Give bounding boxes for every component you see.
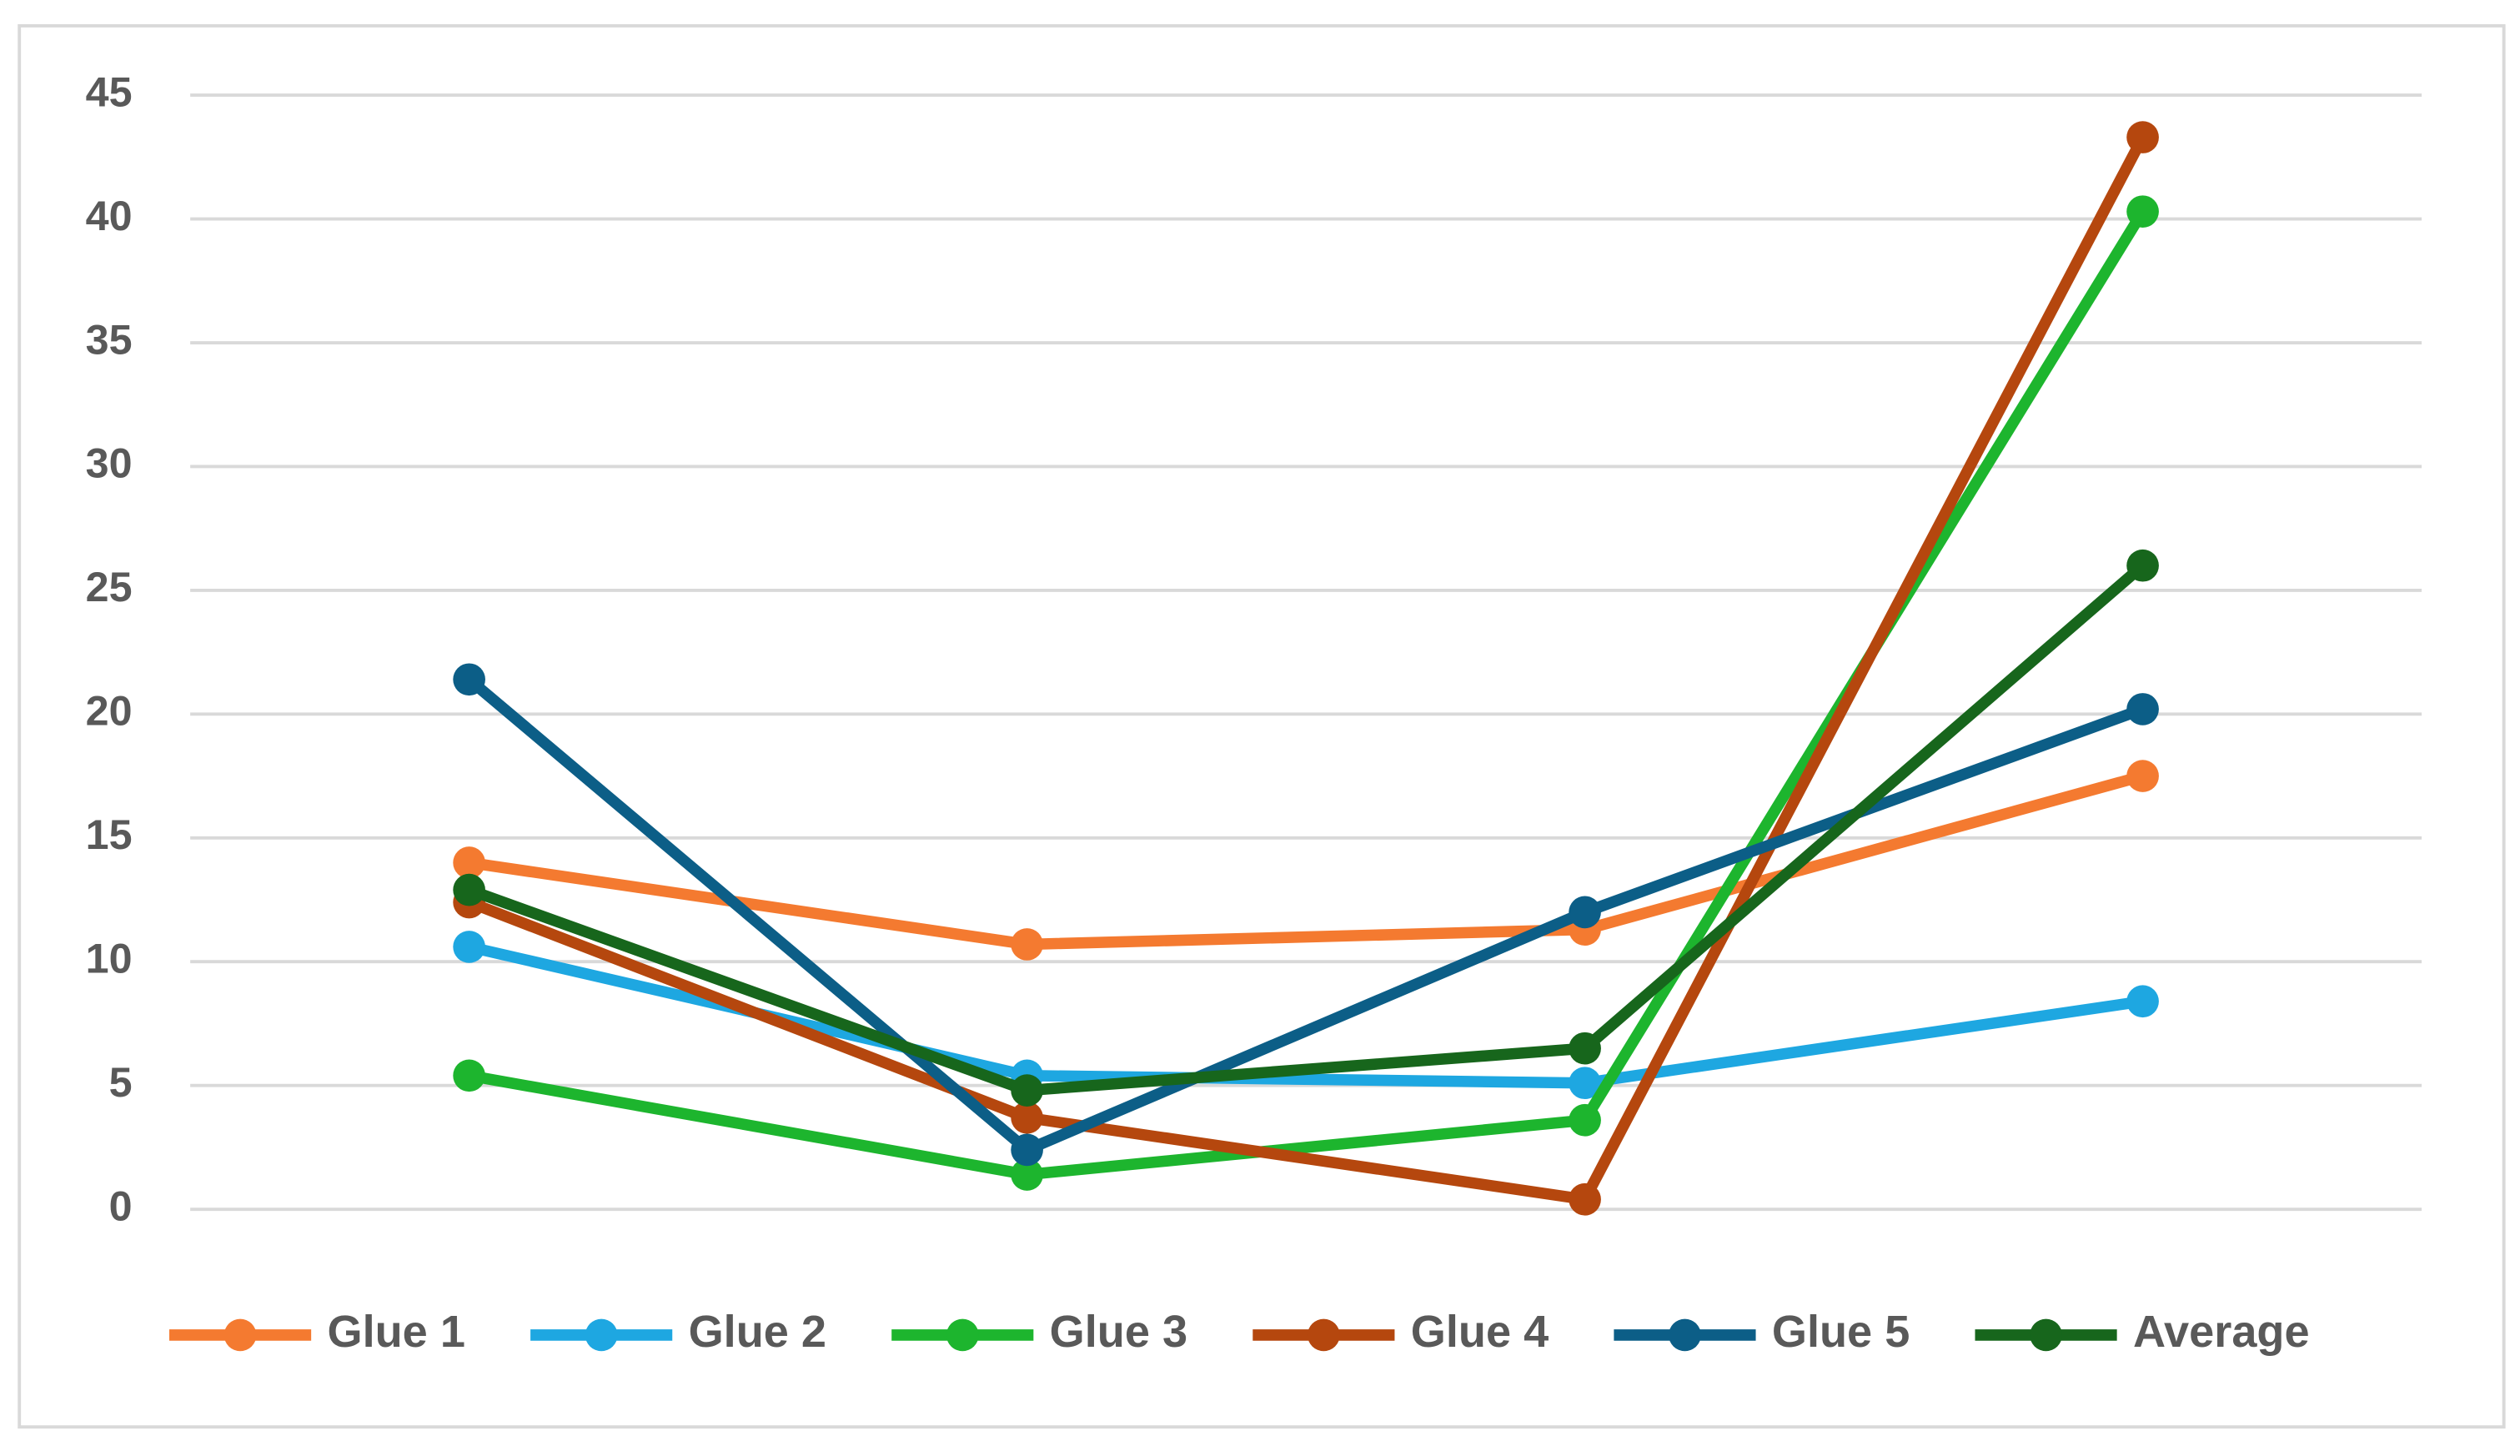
point-marker — [453, 846, 485, 879]
y-tick-label: 40 — [86, 193, 133, 239]
y-tick-label: 25 — [86, 564, 133, 610]
series-line — [467, 561, 2146, 1097]
legend-marker — [2030, 1318, 2062, 1352]
y-tick-label: 45 — [86, 68, 133, 115]
legend-marker — [1669, 1318, 1701, 1352]
point-marker — [1569, 1032, 1601, 1065]
point-marker — [2126, 121, 2159, 153]
series-line — [468, 771, 2145, 951]
legend-label: Glue 4 — [1411, 1307, 1549, 1357]
point-marker — [1569, 1103, 1601, 1137]
legend-marker — [585, 1318, 618, 1352]
point-marker — [1011, 1133, 1043, 1167]
point-marker — [1011, 928, 1043, 961]
legend-marker — [946, 1318, 979, 1352]
point-marker — [453, 931, 485, 963]
point-marker — [2126, 195, 2159, 228]
point-marker — [453, 873, 485, 906]
legend-label: Glue 1 — [327, 1307, 464, 1357]
legend-label: Average — [2133, 1307, 2310, 1357]
point-marker — [2126, 549, 2159, 582]
y-tick-label: 30 — [86, 440, 133, 487]
y-tick-label: 10 — [86, 936, 133, 982]
legend-marker — [1308, 1318, 1340, 1352]
point-marker — [2126, 693, 2159, 725]
point-marker — [2126, 985, 2159, 1018]
point-marker — [1569, 1182, 1601, 1216]
series-line — [467, 134, 2148, 1206]
point-marker — [453, 1059, 485, 1092]
point-marker — [1569, 896, 1601, 929]
legend-marker — [223, 1318, 257, 1352]
point-marker — [1011, 1074, 1043, 1107]
point-marker — [1011, 1101, 1043, 1134]
point-marker — [453, 663, 485, 696]
y-tick-label: 15 — [86, 811, 133, 858]
y-tick-label: 35 — [86, 316, 133, 363]
legend-label: Glue 5 — [1772, 1307, 1910, 1357]
point-marker — [1569, 1067, 1601, 1100]
legend-label: Glue 3 — [1050, 1307, 1187, 1357]
y-tick-label: 5 — [109, 1059, 133, 1106]
y-tick-label: 20 — [86, 688, 133, 735]
legend-label: Glue 2 — [689, 1307, 826, 1357]
y-tick-label: 0 — [109, 1182, 133, 1229]
point-marker — [1011, 1158, 1043, 1191]
point-marker — [2126, 760, 2159, 792]
